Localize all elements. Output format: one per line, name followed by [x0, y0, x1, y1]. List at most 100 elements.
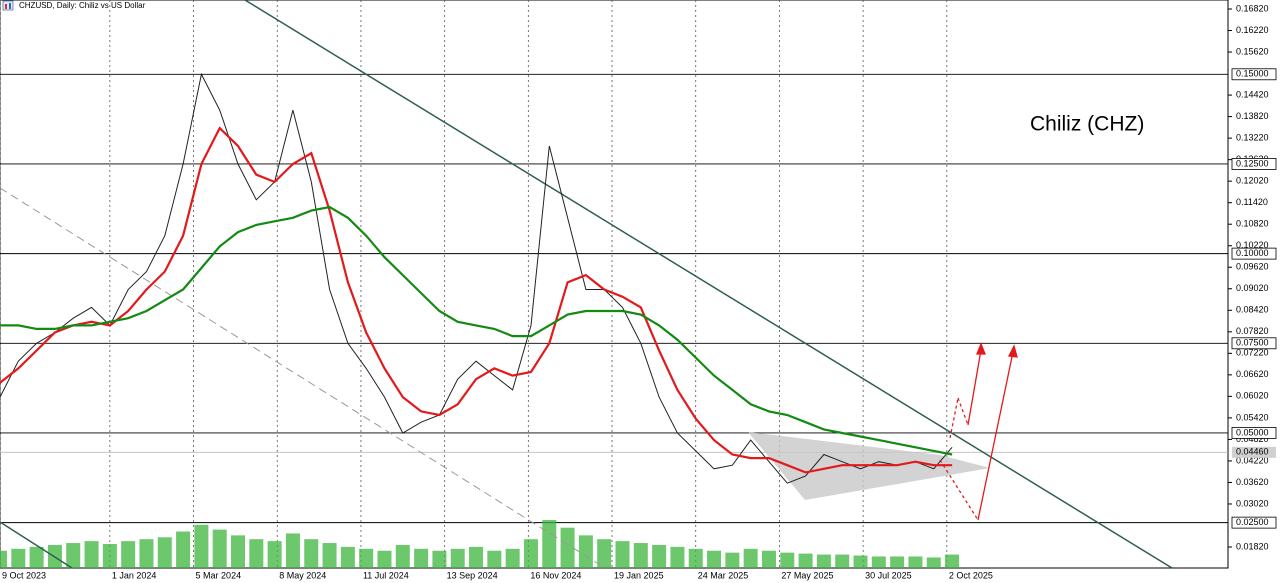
- y-tick-label: 0.06020: [1236, 391, 1269, 401]
- current-price-label: 0.04460: [1236, 447, 1269, 457]
- volume-bar: [597, 539, 612, 568]
- y-tick-label: 0.11420: [1236, 197, 1268, 207]
- plot-frame: [0, 0, 1229, 569]
- x-tick-label: 11 Jul 2024: [363, 570, 409, 580]
- x-tick-label: 9 Oct 2023: [2, 570, 46, 580]
- volume-bar: [340, 546, 355, 568]
- volume-bar: [395, 544, 410, 568]
- volume-bar: [542, 520, 557, 568]
- y-tick-label: 0.01820: [1236, 541, 1269, 551]
- moving-average: [0, 205, 953, 456]
- volume-bar: [780, 552, 795, 568]
- volume-bar: [84, 541, 99, 568]
- y-tick-label: 0.10820: [1236, 219, 1269, 229]
- level-label: 0.12500: [1236, 158, 1269, 168]
- x-tick-label: 1 Jan 2024: [112, 570, 157, 580]
- volume-bar: [414, 548, 429, 568]
- volume-bar: [0, 550, 7, 568]
- y-tick-label: 0.09020: [1236, 283, 1269, 293]
- volume-bar: [945, 554, 960, 568]
- x-tick-label: 27 May 2025: [781, 570, 833, 580]
- volume-bar: [66, 543, 81, 568]
- volume-bar: [926, 557, 941, 568]
- y-tick-label: 0.04220: [1236, 455, 1269, 465]
- trend-line-dashed: [0, 187, 606, 569]
- volume-bar: [871, 556, 886, 568]
- volume-bar: [469, 546, 484, 568]
- symbol-icon: [2, 0, 14, 11]
- y-tick-label: 0.12020: [1236, 176, 1269, 186]
- level-label: 0.05000: [1236, 427, 1269, 437]
- x-tick-label: 13 Sep 2024: [447, 570, 498, 580]
- volume-bar: [377, 550, 392, 568]
- level-label-box: [1231, 68, 1277, 81]
- volume-bar: [304, 539, 319, 568]
- volume-bar: [505, 548, 520, 568]
- volume-bar: [761, 550, 776, 568]
- volume-bar: [835, 554, 850, 568]
- volume-bar: [176, 531, 191, 568]
- level-label-box: [1231, 516, 1277, 529]
- volume-bar: [359, 548, 374, 568]
- price-line: [0, 72, 953, 484]
- projection-arrows: [939, 342, 1018, 521]
- x-tick-label: 2 Oct 2025: [949, 570, 993, 580]
- current-price-box: [1232, 446, 1276, 458]
- y-tick-label: 0.13820: [1236, 111, 1269, 121]
- volume-bar: [560, 527, 575, 568]
- y-tick-label: 0.03620: [1236, 477, 1269, 487]
- volume-bar: [688, 548, 703, 568]
- volume-bar: [194, 524, 209, 568]
- volume-bar: [29, 546, 44, 568]
- volume-bar: [11, 548, 26, 568]
- y-tick-label: 0.13220: [1236, 133, 1269, 143]
- trend-line: [0, 521, 73, 569]
- y-tick-label: 0.03020: [1236, 498, 1269, 508]
- x-tick-label: 30 Jul 2025: [865, 570, 912, 580]
- volume-bar: [121, 541, 136, 568]
- y-tick-label: 0.14420: [1236, 89, 1269, 99]
- y-tick-label: 0.08420: [1236, 305, 1269, 315]
- price-lines: [0, 72, 953, 484]
- level-label: 0.15000: [1236, 69, 1269, 79]
- volume-bar: [139, 539, 154, 568]
- y-tick-label: 0.07820: [1236, 326, 1269, 336]
- volume-bar: [853, 555, 868, 568]
- y-tick-label: 0.16820: [1236, 3, 1269, 13]
- level-label: 0.10000: [1236, 248, 1269, 258]
- volume-bar: [102, 544, 117, 568]
- y-tick-label: 0.06620: [1236, 369, 1269, 379]
- level-label-box: [1231, 158, 1277, 170]
- x-tick-label: 19 Jan 2025: [614, 570, 664, 580]
- x-tick-label: 8 May 2024: [279, 570, 326, 580]
- volume-bar: [450, 548, 465, 568]
- volume: [0, 520, 960, 568]
- volume-bar: [249, 539, 264, 568]
- y-tick-label: 0.16220: [1236, 25, 1269, 35]
- volume-bar: [890, 556, 905, 568]
- y-tick-label: 0.15620: [1236, 46, 1269, 56]
- volume-bar: [231, 535, 246, 568]
- volume-bar: [633, 543, 648, 568]
- volume-bar: [267, 541, 282, 568]
- volume-bar: [725, 552, 740, 568]
- x-tick-label: 16 Nov 2024: [530, 570, 581, 580]
- volume-bar: [157, 537, 172, 568]
- volume-bar: [285, 533, 300, 568]
- volume-bar: [615, 541, 630, 568]
- level-label-box: [1231, 427, 1277, 439]
- grid: [0, 0, 1228, 568]
- volume-bar: [432, 550, 447, 568]
- volume-bar: [523, 539, 538, 568]
- volume-bar: [798, 553, 813, 568]
- volume-bar: [487, 550, 502, 568]
- volume-bar: [670, 546, 685, 568]
- volume-bar: [652, 544, 667, 568]
- x-tick-label: 24 Mar 2025: [698, 570, 749, 580]
- level-label-box: [1231, 337, 1277, 350]
- y-tick-label: 0.10220: [1236, 240, 1269, 250]
- volume-bar: [743, 548, 758, 568]
- level-label-box: [1231, 247, 1277, 260]
- y-tick-label: 0.05420: [1236, 412, 1269, 422]
